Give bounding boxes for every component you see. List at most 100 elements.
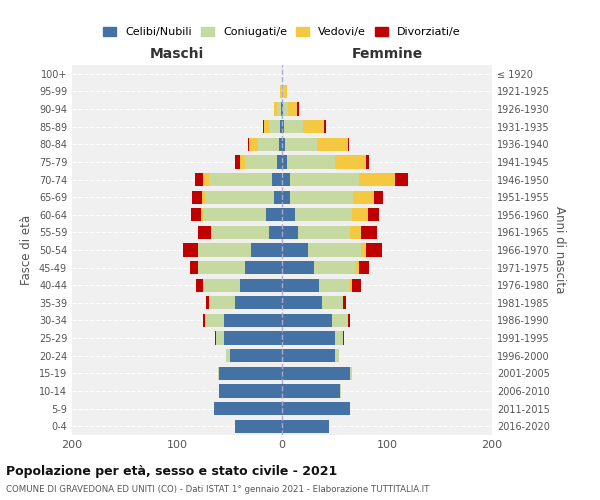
Bar [219,366,282,380]
Bar [368,208,379,222]
Bar [343,332,344,344]
Bar [269,120,280,134]
Bar [282,156,287,168]
Bar [282,349,335,362]
Bar [295,208,352,222]
Bar [322,296,343,310]
Bar [264,120,269,134]
Bar [303,120,324,134]
Bar [240,156,245,168]
Bar [224,314,282,327]
Bar [279,138,282,151]
Bar [269,226,282,239]
Bar [190,261,198,274]
Bar [285,138,317,151]
Bar [298,226,350,239]
Bar [196,278,203,292]
Bar [350,278,352,292]
Bar [277,156,282,168]
Bar [281,102,282,116]
Bar [284,120,303,134]
Bar [198,226,211,239]
Bar [289,102,296,116]
Bar [348,314,350,327]
Bar [324,120,326,134]
Bar [290,190,353,204]
Bar [192,190,202,204]
Bar [229,349,282,362]
Bar [282,366,350,380]
Bar [266,208,282,222]
Bar [235,156,240,168]
Bar [335,332,343,344]
Bar [281,85,282,98]
Bar [271,173,282,186]
Bar [282,296,322,310]
Bar [205,190,274,204]
Bar [277,102,281,116]
Bar [317,138,348,151]
Bar [282,420,329,433]
Bar [240,278,282,292]
Bar [250,138,258,151]
Bar [282,332,335,344]
Bar [366,156,369,168]
Bar [203,173,209,186]
Bar [263,120,264,134]
Bar [282,120,284,134]
Bar [282,85,284,98]
Bar [350,226,361,239]
Bar [282,173,290,186]
Bar [355,261,359,274]
Bar [205,314,224,327]
Legend: Celibi/Nubili, Coniugati/e, Vedovi/e, Divorziati/e: Celibi/Nubili, Coniugati/e, Vedovi/e, Di… [99,22,465,42]
Bar [319,278,350,292]
Bar [203,314,205,327]
Bar [198,261,245,274]
Bar [395,173,408,186]
Bar [282,244,308,256]
Bar [308,244,361,256]
Bar [191,208,201,222]
Bar [202,190,205,204]
Bar [248,138,250,151]
Bar [314,261,355,274]
Bar [361,244,366,256]
Bar [296,102,299,116]
Bar [226,349,229,362]
Bar [235,420,282,433]
Text: Femmine: Femmine [352,48,422,62]
Text: Popolazione per età, sesso e stato civile - 2021: Popolazione per età, sesso e stato civil… [6,465,337,478]
Bar [361,226,377,239]
Bar [206,296,209,310]
Bar [245,156,277,168]
Bar [198,244,251,256]
Bar [282,384,340,398]
Bar [374,190,383,204]
Bar [203,278,240,292]
Bar [353,190,374,204]
Y-axis label: Anni di nascita: Anni di nascita [553,206,566,294]
Bar [211,226,212,239]
Bar [215,332,216,344]
Text: COMUNE DI GRAVEDONA ED UNITI (CO) - Dati ISTAT 1° gennaio 2021 - Elaborazione TU: COMUNE DI GRAVEDONA ED UNITI (CO) - Dati… [6,485,430,494]
Bar [245,261,282,274]
Bar [184,244,198,256]
Bar [348,138,349,151]
Bar [359,261,369,274]
Bar [235,296,282,310]
Bar [219,384,282,398]
Bar [282,138,285,151]
Bar [340,384,341,398]
Bar [359,173,395,186]
Bar [251,244,282,256]
Y-axis label: Fasce di età: Fasce di età [20,215,33,285]
Bar [283,102,289,116]
Bar [216,332,224,344]
Bar [214,402,282,415]
Bar [282,226,298,239]
Bar [343,296,346,310]
Bar [282,208,295,222]
Bar [282,278,319,292]
Bar [282,261,314,274]
